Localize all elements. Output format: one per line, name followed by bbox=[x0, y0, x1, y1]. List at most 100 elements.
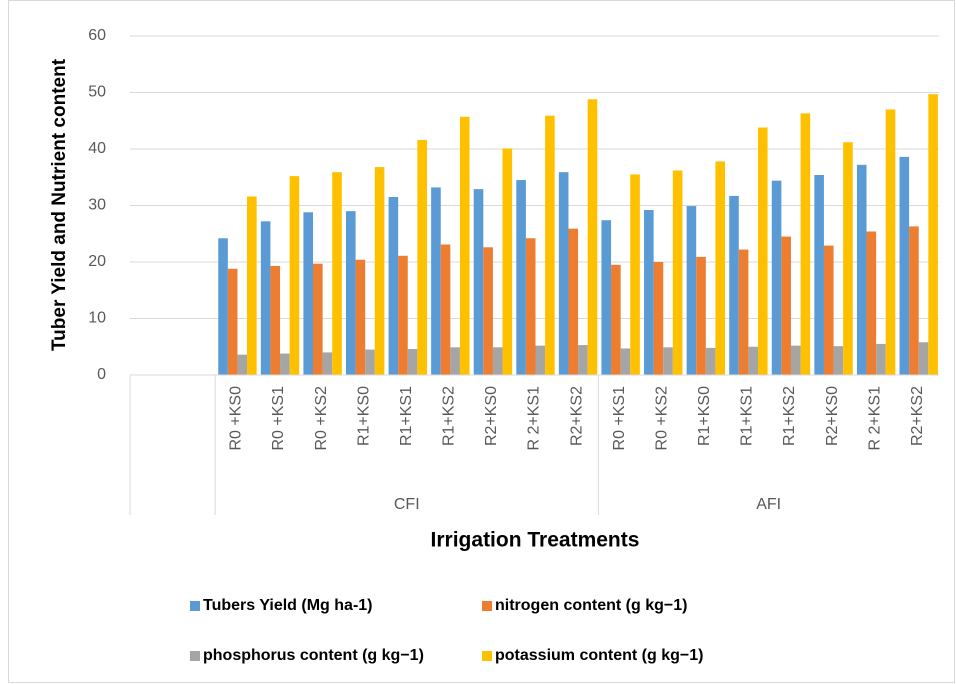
bar bbox=[270, 265, 281, 375]
x-tick-label: R2+KS0 bbox=[824, 386, 841, 446]
bar bbox=[417, 139, 427, 375]
bar bbox=[738, 249, 749, 375]
x-axis-title: Irrigation Treatments bbox=[431, 529, 640, 552]
x-tick-label: R0 +KS1 bbox=[611, 386, 628, 451]
bar bbox=[440, 244, 451, 375]
y-tick-label: 20 bbox=[88, 253, 106, 270]
x-tick-label: R1+KS2 bbox=[781, 386, 798, 446]
legend-swatch bbox=[482, 651, 492, 661]
bar bbox=[909, 226, 919, 375]
bar bbox=[823, 245, 834, 375]
bar bbox=[535, 345, 546, 375]
bar bbox=[345, 211, 356, 375]
legend-label: nitrogen content (g kg−1) bbox=[495, 597, 687, 614]
bar bbox=[814, 174, 824, 375]
bar bbox=[322, 352, 333, 375]
x-tick-label: R 2+KS1 bbox=[526, 386, 543, 451]
bar bbox=[672, 170, 683, 375]
bar bbox=[876, 343, 886, 375]
y-tick-label: 40 bbox=[88, 140, 106, 157]
x-tick-label: R1+KS0 bbox=[355, 386, 372, 446]
x-tick-label: R0 +KS2 bbox=[653, 386, 670, 451]
y-tick-label: 30 bbox=[88, 197, 106, 214]
y-tick-label: 50 bbox=[88, 84, 106, 101]
bar bbox=[407, 349, 418, 375]
bar bbox=[630, 174, 640, 375]
bar bbox=[247, 196, 257, 375]
bar bbox=[558, 172, 569, 375]
bar bbox=[833, 346, 844, 375]
x-tick-label: R1+KS0 bbox=[696, 386, 713, 446]
bar bbox=[611, 264, 621, 375]
bar bbox=[398, 255, 408, 375]
bar bbox=[729, 195, 739, 375]
bar bbox=[237, 354, 248, 375]
x-tick-label: R0 +KS0 bbox=[228, 386, 245, 451]
bar bbox=[705, 347, 716, 375]
legend-label: phosphorus content (g kg−1) bbox=[203, 647, 424, 664]
x-tick-label: R2+KS2 bbox=[568, 386, 585, 446]
bar bbox=[431, 187, 441, 375]
legend-swatch bbox=[482, 601, 492, 611]
bar bbox=[715, 161, 726, 375]
bar bbox=[388, 197, 399, 375]
bar bbox=[289, 176, 300, 375]
bar bbox=[918, 342, 929, 375]
bar bbox=[928, 94, 938, 375]
group-label: CFI bbox=[394, 496, 420, 513]
bar bbox=[866, 231, 877, 375]
bar bbox=[790, 345, 801, 375]
bar bbox=[227, 268, 238, 375]
bar bbox=[757, 127, 768, 375]
bar bbox=[696, 256, 706, 375]
bar bbox=[800, 113, 811, 375]
bar bbox=[686, 206, 697, 375]
legend-label: potassium content (g kg−1) bbox=[495, 647, 703, 664]
bar bbox=[771, 180, 782, 375]
x-tick-label: R2+KS2 bbox=[909, 386, 926, 446]
bar bbox=[620, 348, 631, 375]
bar bbox=[303, 212, 314, 375]
bar bbox=[601, 220, 612, 375]
bar bbox=[644, 210, 654, 375]
bar bbox=[885, 109, 896, 375]
x-tick-label: R0 +KS2 bbox=[313, 386, 330, 451]
bar bbox=[748, 346, 758, 375]
bar bbox=[663, 347, 673, 375]
bar bbox=[280, 353, 290, 375]
bar bbox=[899, 156, 910, 375]
bar bbox=[365, 349, 375, 375]
x-tick-label: R1+KS1 bbox=[398, 386, 415, 446]
bar bbox=[374, 167, 385, 375]
bar bbox=[355, 259, 366, 375]
legend-swatch bbox=[190, 651, 200, 661]
bar bbox=[473, 189, 484, 375]
bar bbox=[502, 148, 513, 375]
bar bbox=[450, 347, 460, 375]
bar bbox=[260, 221, 271, 375]
y-tick-label: 60 bbox=[88, 27, 106, 44]
bar bbox=[525, 238, 536, 375]
bar bbox=[218, 238, 228, 375]
bar bbox=[856, 164, 867, 375]
bar bbox=[313, 263, 323, 375]
bar bbox=[332, 172, 342, 375]
bar bbox=[459, 116, 470, 376]
x-tick-label: R1+KS1 bbox=[739, 386, 756, 446]
legend-label: Tubers Yield (Mg ha-1) bbox=[203, 597, 373, 614]
x-tick-label: R 2+KS1 bbox=[866, 386, 883, 451]
bar bbox=[843, 142, 853, 375]
y-axis-title: Tuber Yield and Nutrient content bbox=[49, 58, 70, 351]
legend-swatch bbox=[190, 601, 200, 611]
bar bbox=[653, 262, 664, 375]
bar bbox=[568, 228, 579, 375]
group-label: AFI bbox=[756, 496, 781, 513]
x-tick-label: R0 +KS1 bbox=[270, 386, 287, 451]
bar bbox=[545, 115, 555, 375]
bar bbox=[578, 345, 588, 375]
bar bbox=[516, 180, 526, 375]
bar bbox=[587, 99, 598, 375]
y-tick-label: 0 bbox=[97, 366, 106, 383]
bar bbox=[781, 236, 791, 375]
